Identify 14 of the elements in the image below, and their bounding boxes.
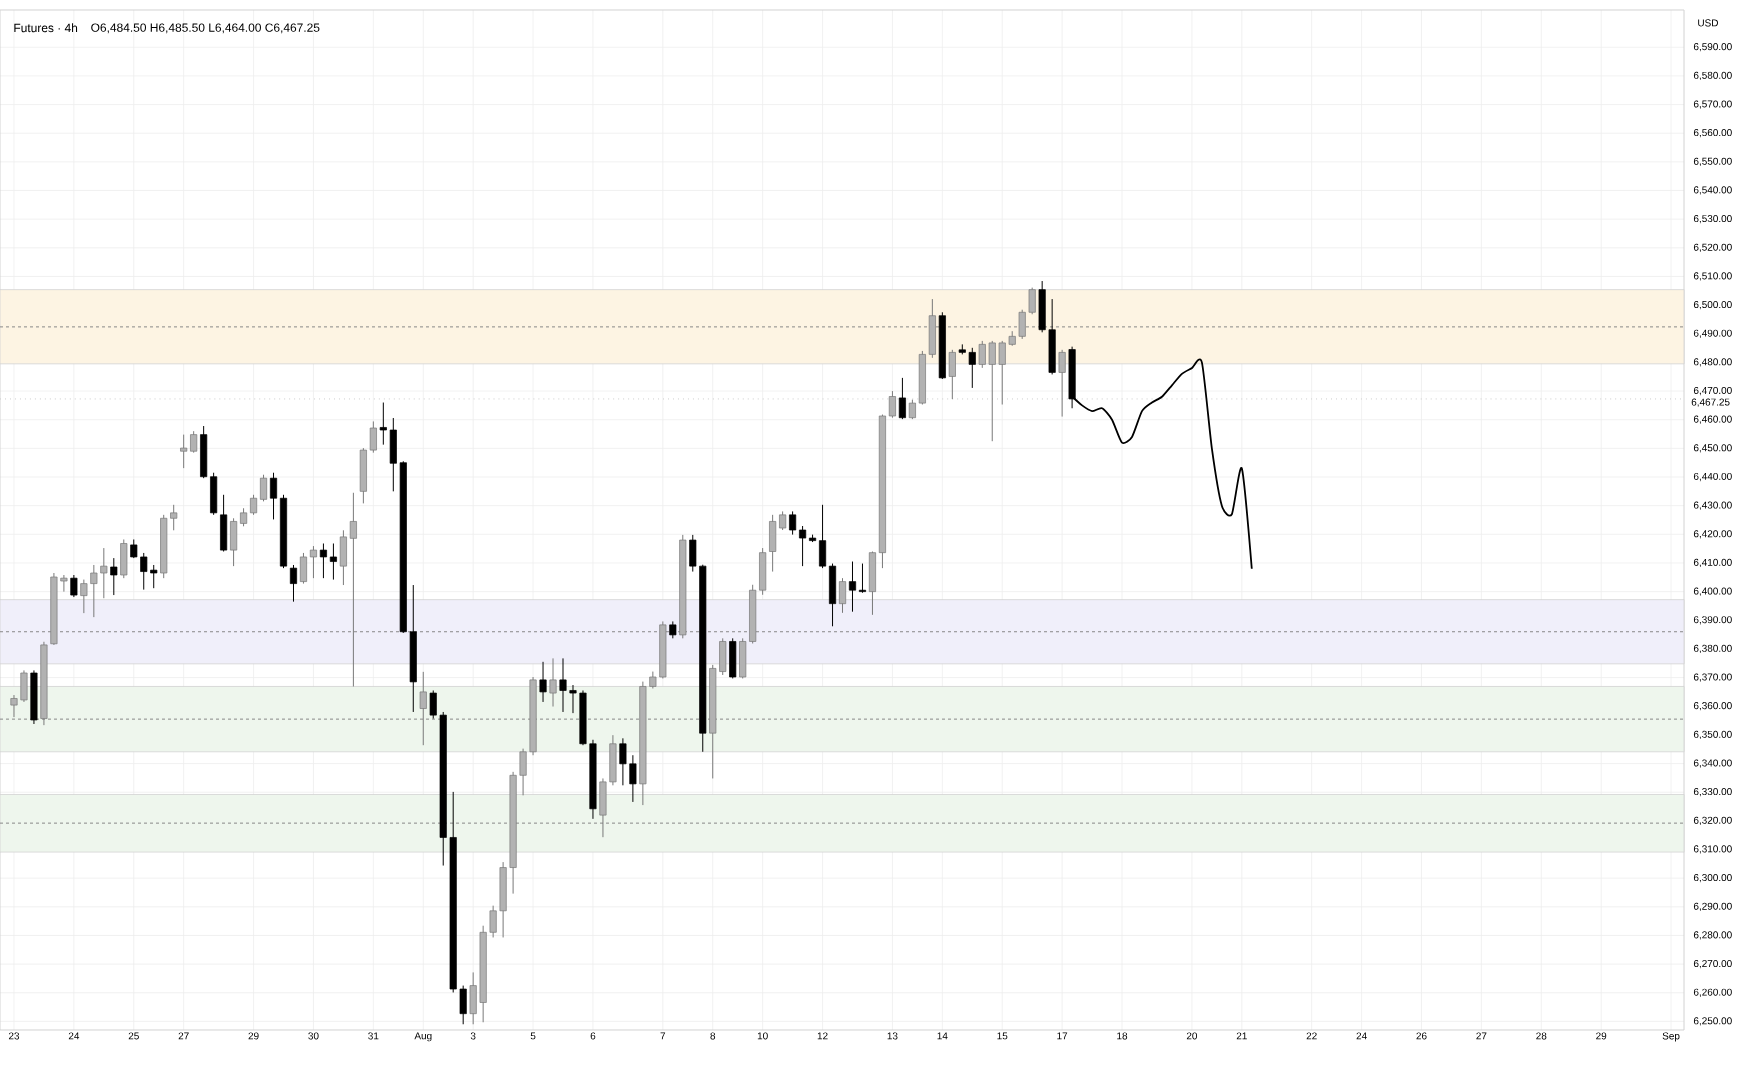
candlestick [70, 574, 78, 598]
candlestick [289, 564, 298, 603]
candlestick [220, 494, 228, 553]
candlestick [838, 577, 847, 614]
candlestick [419, 671, 427, 746]
candlestick [120, 538, 128, 579]
candlestick [549, 657, 557, 708]
candlestick [898, 377, 906, 420]
candlestick [729, 637, 737, 679]
candlestick [948, 349, 956, 400]
candlestick [1058, 349, 1066, 418]
candlestick [30, 669, 38, 725]
candlestick [539, 661, 547, 703]
candlestick [110, 557, 118, 596]
